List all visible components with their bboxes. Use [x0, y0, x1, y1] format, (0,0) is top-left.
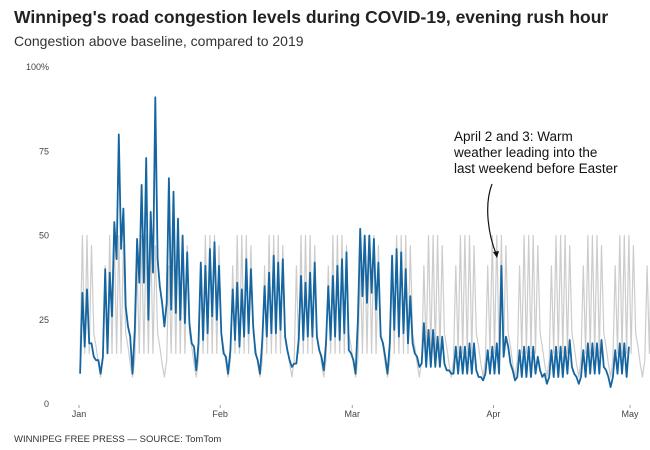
- annotation-arrow: [487, 183, 498, 257]
- annotation: April 2 and 3: Warm weather leading into…: [453, 129, 618, 258]
- source-credit: WINNIPEG FREE PRESS — SOURCE: TomTom: [14, 434, 222, 445]
- annotation-line-2: weather leading into the: [453, 145, 597, 160]
- y-tick-label: 0: [44, 399, 49, 409]
- chart-title: Winnipeg's road congestion levels during…: [14, 7, 609, 27]
- y-tick-label: 100%: [26, 62, 49, 72]
- x-tick-label: May: [621, 409, 639, 419]
- series-line-2020: [79, 96, 630, 389]
- y-tick-label: 25: [39, 315, 49, 325]
- x-tick-label: Jan: [72, 409, 87, 419]
- arrowhead-icon: [493, 251, 499, 258]
- annotation-line-1: April 2 and 3: Warm: [454, 129, 573, 144]
- y-tick-label: 75: [39, 146, 49, 156]
- chart-subtitle: Congestion above baseline, compared to 2…: [14, 33, 304, 49]
- y-tick-label: 50: [39, 231, 49, 241]
- x-tick-label: Mar: [344, 409, 360, 419]
- annotation-line-3: last weekend before Easter: [454, 161, 618, 176]
- x-tick-label: Apr: [486, 409, 500, 419]
- x-tick-label: Feb: [212, 409, 228, 419]
